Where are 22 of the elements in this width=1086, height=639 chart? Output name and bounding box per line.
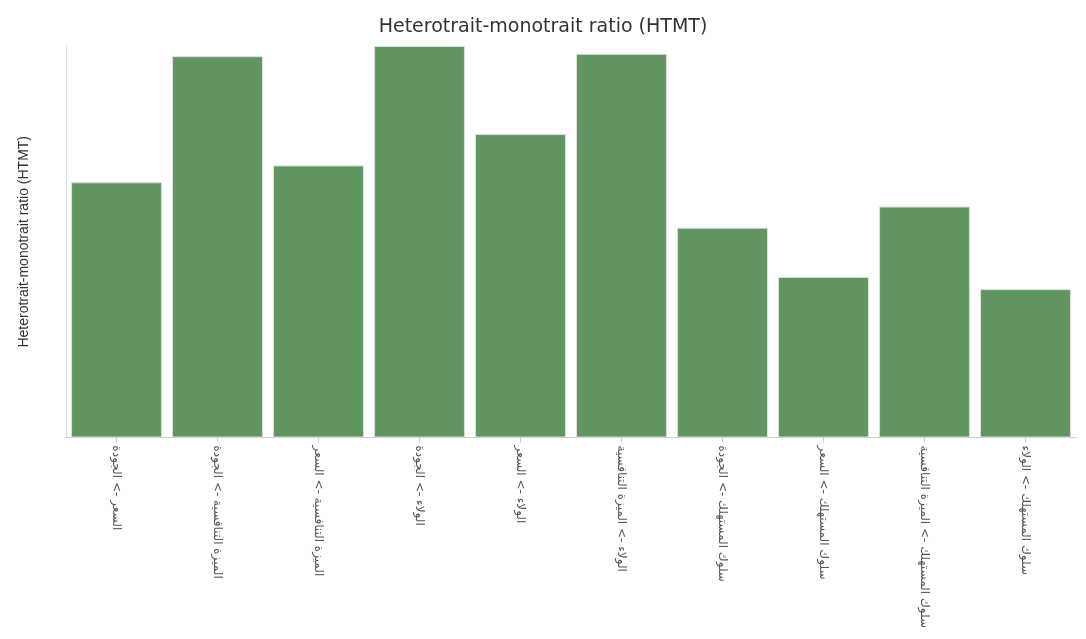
bar [879,206,970,438]
x-tick-label: الولاء -> السعر [512,444,528,524]
x-tick-label: الولاء -> الميزة التنافسية [613,445,629,572]
x-tick-label: سلوك المستهلك -> الجودة [714,445,730,582]
bar [980,289,1071,438]
x-tick-label: سلوك المستهلك -> الميزة التنافسية [916,445,932,629]
bar [778,277,869,438]
bar [71,182,162,438]
x-tick-label: سلوك المستهلك -> السعر [815,444,831,580]
x-tick-label: السعر -> الجودة [108,445,124,531]
x-tick-label: الميزة التنافسية -> السعر [310,444,326,577]
bar [677,227,768,438]
chart-title: Heterotrait-monotrait ratio (HTMT) [378,13,708,36]
bar [172,56,263,438]
x-tick-label: الولاء -> الجودة [411,445,427,526]
x-tick-label: الميزة التنافسية -> الجودة [209,445,225,579]
bar [475,134,566,438]
x-tick-label: سلوك المستهلك -> الولاء [1017,445,1033,576]
bar [576,53,667,438]
bar [374,46,465,438]
y-axis-title: Heterotrait-monotrait ratio (HTMT) [15,135,31,348]
bar [273,165,364,438]
